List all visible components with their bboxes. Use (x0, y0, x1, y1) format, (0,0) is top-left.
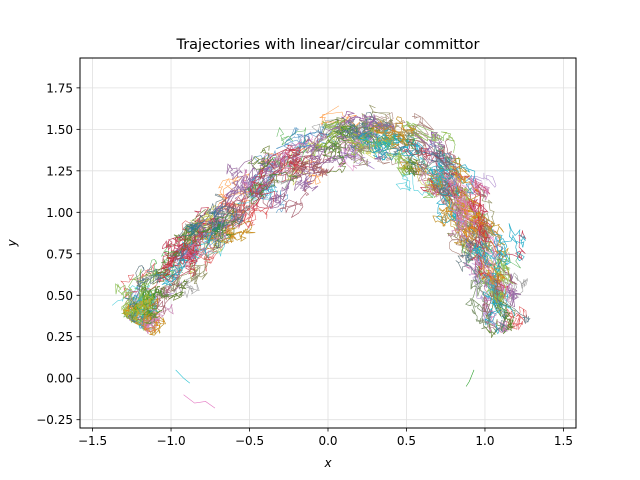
y-tick-label: 0.50 (46, 289, 73, 303)
trajectory-line (142, 285, 163, 325)
x-tick-label: 0.5 (397, 434, 416, 448)
x-axis-label: x (323, 456, 332, 470)
trajectory-line (166, 230, 205, 277)
trajectory-line (268, 166, 319, 209)
trajectory-line (260, 132, 333, 180)
y-tick-label: 0.00 (46, 372, 73, 386)
trajectory-line (413, 131, 446, 164)
trajectory-line (482, 251, 518, 316)
y-tick-label: 0.25 (46, 330, 73, 344)
trajectory-line (405, 116, 437, 159)
trajectory-line (176, 202, 251, 261)
x-tick-label: 1.5 (554, 434, 573, 448)
trajectory-line (182, 213, 245, 259)
trajectory-lines (111, 104, 531, 409)
x-tick-label: −1.0 (156, 434, 185, 448)
y-axis-ticks: −0.25 0.00 0.25 0.50 0.75 1.00 1.25 1.50 1.75 (36, 81, 80, 427)
trajectory-line (484, 294, 516, 338)
trajectory-line (233, 166, 273, 203)
outlier-trajectory-line (175, 369, 191, 384)
x-tick-label: −1.5 (78, 434, 107, 448)
trajectory-line (328, 111, 395, 140)
trajectory-line (449, 195, 473, 240)
x-axis-ticks: −1.5 −1.0 −0.5 0.0 0.5 1.0 1.5 (78, 428, 573, 448)
y-tick-label: 0.75 (46, 247, 73, 261)
y-tick-label: −0.25 (36, 413, 73, 427)
trajectory-line (217, 173, 262, 207)
trajectory-line (157, 241, 200, 284)
trajectory-line (219, 188, 270, 230)
trajectory-line (124, 265, 162, 323)
trajectory-line (372, 116, 417, 150)
trajectory-line (440, 190, 476, 239)
outlier-trajectory-line (183, 394, 216, 409)
trajectory-line (457, 176, 490, 216)
trajectory-line (470, 228, 511, 267)
y-axis-label: y (5, 239, 19, 248)
y-tick-label: 1.50 (46, 123, 73, 137)
x-tick-label: 0.0 (318, 434, 337, 448)
trajectory-line (480, 258, 506, 286)
trajectory-line (204, 210, 256, 250)
trajectory-line (267, 144, 314, 183)
trajectory-line (432, 158, 481, 238)
trajectory-line (465, 279, 491, 330)
x-tick-label: −0.5 (235, 434, 264, 448)
trajectory-line (492, 271, 528, 306)
trajectory-line (244, 145, 298, 205)
x-tick-label: 1.0 (475, 434, 494, 448)
trajectory-line (161, 235, 187, 270)
trajectory-line (115, 268, 150, 321)
trajectory-line (421, 171, 484, 244)
trajectory-line (482, 249, 511, 334)
chart-title: Trajectories with linear/circular commit… (175, 37, 479, 53)
trajectory-line (357, 129, 399, 161)
trajectory-line (483, 223, 526, 317)
trajectory-line (136, 274, 180, 325)
trajectory-line (311, 118, 382, 157)
y-tick-label: 1.75 (46, 81, 73, 95)
y-tick-label: 1.25 (46, 164, 73, 178)
trajectory-line (170, 250, 218, 294)
trajectory-line (260, 182, 310, 219)
trajectory-line (326, 128, 392, 167)
trajectory-line (413, 141, 463, 218)
outlier-trajectory-line (465, 369, 475, 387)
trajectory-line (392, 144, 464, 181)
y-tick-label: 1.00 (46, 206, 73, 220)
trajectory-line (123, 290, 155, 321)
